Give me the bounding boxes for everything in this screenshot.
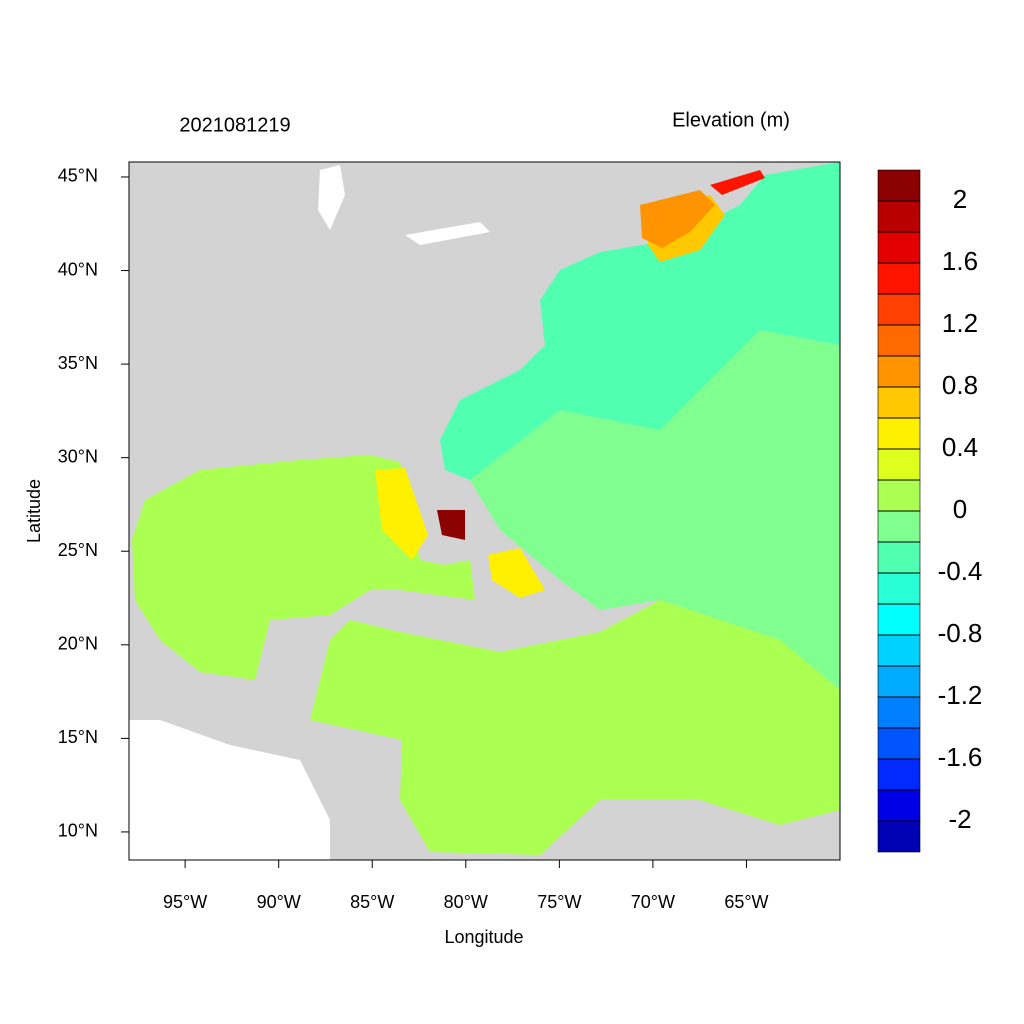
colorbar-tick-label: 1.6 [942, 246, 978, 276]
colorbar-tick-label: 2 [953, 184, 967, 214]
colorbar-box [877, 696, 921, 729]
colorbar-title: Elevation (m) [672, 109, 790, 131]
ocean-region [470, 330, 840, 690]
colorbar-tick-label: 0.8 [942, 370, 978, 400]
colorbar-box [877, 169, 921, 202]
ocean-region [310, 600, 840, 855]
colorbar-box [877, 634, 921, 667]
map-title: 2021081219 [179, 114, 290, 136]
colorbar-box [877, 758, 921, 791]
colorbar-box [877, 789, 921, 822]
x-tick-label: 75°W [537, 892, 581, 912]
colorbar-tick-label: 0.4 [942, 432, 978, 462]
colorbar-box [877, 386, 921, 419]
colorbar-box [877, 820, 921, 853]
colorbar-box [877, 324, 921, 357]
colorbar-box [877, 510, 921, 543]
colorbar-box [877, 200, 921, 233]
map-area [128, 161, 841, 861]
colorbar-tick-label: -0.8 [938, 618, 983, 648]
surge-region [710, 170, 765, 195]
y-tick-label: 35°N [58, 353, 98, 373]
colorbar-tick-label: -2 [948, 804, 971, 834]
colorbar-box [877, 448, 921, 481]
colorbar-box [877, 293, 921, 326]
x-tick-label: 85°W [350, 892, 394, 912]
colorbar-tick-label: -0.4 [938, 556, 983, 586]
ocean-region [440, 162, 840, 480]
colorbar-box [877, 355, 921, 388]
y-tick-label: 15°N [58, 727, 98, 747]
colorbar-tick-label: 0 [953, 494, 967, 524]
colorbar-box [877, 262, 921, 295]
colorbar-box [877, 665, 921, 698]
x-tick-label: 80°W [444, 892, 488, 912]
lake [318, 165, 345, 230]
colorbar-tick-label: 1.2 [942, 308, 978, 338]
y-tick-label: 20°N [58, 634, 98, 654]
surge-region [437, 510, 465, 540]
colorbar-tick-label: -1.2 [938, 680, 983, 710]
y-axis-label: Latitude [24, 479, 44, 543]
y-tick-label: 25°N [58, 540, 98, 560]
colorbar-box [877, 603, 921, 636]
land-mask [129, 720, 330, 860]
colorbar-box [877, 479, 921, 512]
x-tick-label: 95°W [163, 892, 207, 912]
colorbar-box [877, 417, 921, 450]
x-tick-label: 65°W [724, 892, 768, 912]
colorbar-box [877, 727, 921, 760]
colorbar-box [877, 231, 921, 264]
colorbar-box [877, 572, 921, 605]
colorbar-tick-label: -1.6 [938, 742, 983, 772]
y-tick-label: 30°N [58, 446, 98, 466]
surge-region [640, 190, 715, 248]
x-tick-label: 70°W [631, 892, 675, 912]
x-axis-label: Longitude [444, 927, 523, 947]
y-tick-label: 10°N [58, 821, 98, 841]
colorbar-box [877, 541, 921, 574]
lake [405, 222, 490, 245]
y-tick-label: 45°N [58, 166, 98, 186]
surge-region [375, 468, 428, 560]
surge-region [488, 548, 545, 598]
plot-frame [128, 161, 841, 861]
y-tick-label: 40°N [58, 259, 98, 279]
x-tick-label: 90°W [257, 892, 301, 912]
